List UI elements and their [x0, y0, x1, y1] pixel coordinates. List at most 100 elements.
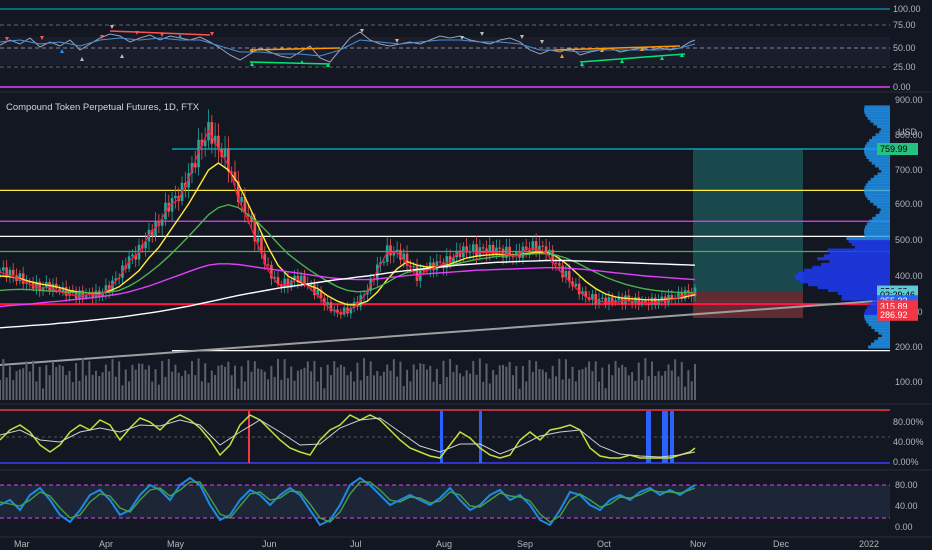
candle-body	[392, 251, 396, 256]
candle-body	[514, 251, 518, 257]
volume-bar	[488, 383, 491, 400]
candle-body	[131, 254, 134, 257]
volume-bar	[286, 378, 289, 400]
candle-body	[445, 256, 449, 269]
volume-bar	[263, 371, 266, 400]
candle-body	[233, 171, 237, 181]
volume-bar	[551, 365, 554, 400]
volume-bar	[55, 367, 58, 400]
volume-bar	[604, 388, 607, 400]
volume-bar	[694, 363, 696, 400]
top-osc-band	[0, 37, 890, 65]
top-osc-green-trend-1	[249, 61, 331, 65]
long-position-target-zone	[693, 149, 803, 291]
volume-bar	[237, 388, 240, 400]
bottom-oscillator-pane[interactable]	[0, 476, 890, 527]
volume-profile-bar	[864, 105, 890, 109]
candle-body	[336, 309, 339, 313]
volume-bar	[627, 375, 630, 400]
moving-averages	[0, 129, 696, 329]
candle-body	[541, 245, 545, 247]
volume-bar	[283, 359, 286, 400]
candle-body	[554, 262, 558, 264]
volume-bar	[154, 369, 157, 400]
volume-bar	[71, 382, 74, 400]
candle-body	[154, 221, 157, 236]
candle-body	[389, 245, 392, 256]
top-oscillator-pane[interactable]	[0, 8, 890, 88]
volume-profile-bar	[865, 113, 890, 117]
volume-bar	[548, 378, 551, 400]
candle-body	[326, 302, 329, 306]
volume-bar	[462, 376, 465, 400]
candle-body	[564, 271, 568, 278]
volume-bar	[306, 361, 309, 400]
volume-bar	[78, 380, 81, 400]
bottom-osc-tick: 40.00	[895, 501, 918, 511]
candle-body	[111, 280, 114, 293]
volume-bar	[2, 358, 5, 400]
candle-body	[170, 198, 174, 212]
volume-bar	[528, 360, 531, 400]
volume-bar	[601, 367, 604, 400]
currency-label: USD	[898, 127, 918, 137]
candle-body	[395, 249, 399, 252]
volume-bar	[35, 381, 38, 400]
candle-body	[458, 250, 462, 258]
candle-body	[286, 278, 290, 288]
volume-bar	[253, 361, 256, 400]
volume-profile-bar	[871, 325, 890, 329]
volume-bar	[485, 363, 488, 400]
volume-profile-bar	[873, 122, 890, 126]
price-tick: 800.00	[895, 130, 923, 140]
volume-bar	[412, 364, 415, 400]
volume-bar	[531, 371, 534, 400]
ema-yellow-line	[0, 162, 696, 306]
volume-profile-bar	[827, 248, 890, 252]
main-price-pane[interactable]: Compound Token Perpetual Futures, 1D, FT…	[0, 102, 918, 400]
volume-bar	[273, 376, 276, 400]
top-osc-tick: 25.00	[893, 62, 916, 72]
volume-profile-bar	[867, 116, 890, 120]
volume-bar	[190, 361, 193, 400]
candle-body	[660, 296, 664, 301]
volume-profile-bar	[871, 161, 890, 165]
volume-profile-bar	[868, 345, 890, 349]
volume-bar	[538, 369, 541, 400]
candle-body	[409, 265, 412, 268]
volume-bar	[346, 375, 349, 400]
volume-bar	[654, 375, 657, 400]
volume-bar	[214, 374, 217, 400]
volume-bar	[492, 369, 495, 400]
volume-bar	[257, 368, 260, 400]
candle-body	[134, 254, 137, 260]
candle-body	[35, 281, 38, 289]
rsi-pane[interactable]	[0, 409, 890, 464]
candle-body	[601, 297, 604, 299]
candle-body	[505, 246, 508, 258]
volume-bar	[310, 371, 313, 400]
candle-body	[584, 291, 588, 298]
top-osc-line	[0, 31, 696, 63]
volume-bar	[581, 369, 584, 400]
candle-body	[488, 244, 492, 254]
candle-body	[581, 291, 584, 295]
candle-body	[313, 284, 316, 296]
candle-body	[190, 162, 194, 174]
candle-body	[647, 302, 650, 305]
volume-bar	[472, 360, 475, 400]
volume-bar	[333, 361, 336, 400]
volume-bar	[442, 360, 445, 400]
candle-body	[104, 285, 108, 294]
volume-profile-bar	[864, 111, 890, 115]
volume-bar	[38, 366, 41, 400]
candle-body	[280, 284, 283, 287]
volume-profile-bar	[872, 136, 890, 140]
volume-profile-bar	[879, 211, 890, 215]
volume-bar	[111, 359, 114, 400]
sma-white-line	[0, 259, 696, 329]
volume-bar	[445, 377, 448, 400]
candle-body	[276, 277, 280, 285]
volume-bar	[564, 359, 567, 400]
